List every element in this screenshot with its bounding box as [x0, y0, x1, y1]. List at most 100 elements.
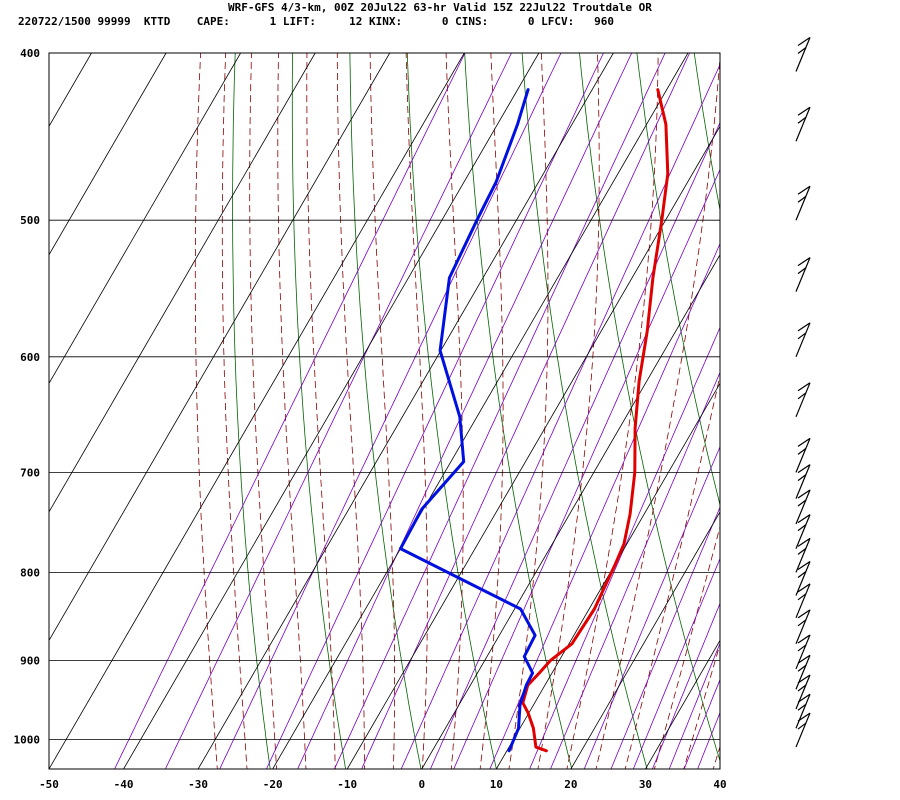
y-tick-label: 600 — [20, 351, 40, 364]
wind-barb — [795, 654, 811, 690]
wind-barb — [795, 489, 811, 525]
mixing-ratio-line — [683, 678, 720, 769]
wind-barb — [795, 257, 811, 292]
wind-barb — [795, 382, 811, 418]
mixing-ratio-line — [333, 53, 666, 769]
x-axis-tick-labels: -50 -40 -30 -20 -10 0 10 20 30 40 — [39, 778, 727, 791]
dry-adiabat-line — [863, 34, 900, 783]
plot-frame — [48, 52, 721, 770]
moist-adiabat-line — [653, 525, 720, 769]
moist-adiabat-line — [405, 53, 428, 769]
sounding-series — [399, 88, 670, 753]
x-tick-label: 40 — [713, 778, 726, 791]
mixing-ratio-line — [632, 557, 720, 769]
isotherm-line — [570, 511, 720, 769]
dry-adiabat-line — [806, 34, 900, 783]
mixing-ratio-line — [114, 53, 466, 769]
wind-barb — [795, 693, 811, 729]
isotherm-line — [719, 768, 720, 769]
mixing-ratio-line — [164, 53, 512, 769]
dewpoint-line — [399, 88, 537, 753]
dry-adiabat-line — [232, 53, 271, 769]
mixing-ratio-line — [583, 445, 720, 769]
mixing-ratio-line — [265, 53, 604, 769]
moist-adiabat-line — [221, 53, 248, 769]
isotherm-line — [197, 53, 614, 769]
isotherm-line — [421, 254, 720, 769]
moist-adiabat-line — [277, 53, 307, 769]
wind-barb — [795, 674, 811, 710]
mixing-ratio-line — [529, 326, 720, 769]
x-tick-label: 30 — [639, 778, 652, 791]
wind-barb — [795, 37, 811, 72]
temperature-line — [521, 88, 670, 753]
mixing-ratio-line — [453, 168, 720, 769]
sounding-indices: 220722/1500 99999 KTTD CAPE: 1 LIFT: 12 … — [18, 15, 615, 28]
moist-adiabat-line — [508, 53, 549, 769]
moist-adiabat-line — [479, 53, 504, 769]
wind-barb — [795, 583, 811, 619]
dry-adiabat-line — [521, 53, 648, 769]
mixing-ratio-line — [400, 63, 720, 769]
isotherm-line — [123, 53, 540, 769]
wind-barb — [795, 106, 811, 142]
moist-adiabat-line — [566, 53, 659, 769]
y-axis-tick-labels: 400 500 600 700 800 900 1000 — [14, 47, 41, 747]
wind-barb — [795, 464, 811, 499]
isotherm-line — [272, 53, 689, 769]
y-tick-label: 1000 — [14, 734, 41, 747]
wind-barb — [795, 185, 811, 221]
chart-title: WRF-GFS 4/3-km, 00Z 20Jul22 63-hr Valid … — [228, 1, 652, 14]
isotherm-line — [49, 53, 92, 128]
wind-barb — [795, 537, 811, 573]
moist-adiabat-line — [445, 53, 464, 769]
wind-barbs — [795, 37, 811, 748]
wind-barb — [795, 634, 811, 670]
moist-adiabat-line — [249, 53, 277, 769]
isotherm-line — [346, 125, 720, 769]
dry-adiabat-line — [636, 53, 720, 507]
y-tick-label: 800 — [20, 566, 40, 579]
mixing-ratio-line — [668, 642, 720, 769]
y-tick-label: 400 — [20, 47, 40, 60]
wind-barb — [795, 514, 811, 549]
dry-adiabat-line — [406, 53, 497, 769]
moist-adiabat-line — [595, 53, 720, 769]
x-tick-label: -40 — [114, 778, 134, 791]
moist-adiabat-line — [683, 642, 720, 769]
background-guide-lines — [0, 34, 900, 783]
grid — [49, 52, 720, 741]
y-tick-label: 700 — [20, 466, 40, 479]
moist-adiabat-line — [336, 53, 365, 769]
isotherm-line — [0, 53, 17, 769]
wind-barb — [795, 560, 811, 596]
x-tick-label: -20 — [263, 778, 283, 791]
dry-adiabat-line — [749, 34, 900, 783]
mixing-ratio-line — [489, 242, 720, 769]
mixing-ratio-line — [651, 602, 720, 769]
dry-adiabat-line — [291, 53, 347, 769]
isotherm-line — [49, 53, 316, 513]
mixing-ratio-line — [697, 711, 720, 769]
isotherm-line — [49, 53, 167, 256]
moist-adiabat-line — [194, 53, 218, 769]
y-tick-label: 900 — [20, 655, 40, 668]
isotherm-line — [645, 639, 720, 769]
dry-adiabat-line — [579, 53, 720, 763]
moist-adiabat-line — [537, 53, 600, 769]
isotherm-line — [49, 53, 465, 769]
wind-barb — [795, 322, 811, 358]
mixing-ratio-line — [297, 53, 633, 769]
y-tick-label: 500 — [20, 214, 40, 227]
mixing-ratio-line — [550, 371, 720, 769]
mixing-ratio-line — [219, 53, 562, 769]
wind-barb — [795, 437, 811, 473]
dry-adiabat-line — [349, 53, 422, 769]
moist-adiabat-line — [306, 53, 336, 769]
mixing-ratio-line — [429, 121, 720, 769]
x-tick-label: 10 — [490, 778, 503, 791]
wind-barb — [795, 712, 811, 748]
moist-adiabat-line — [712, 745, 720, 769]
dry-adiabat-line — [464, 53, 573, 769]
